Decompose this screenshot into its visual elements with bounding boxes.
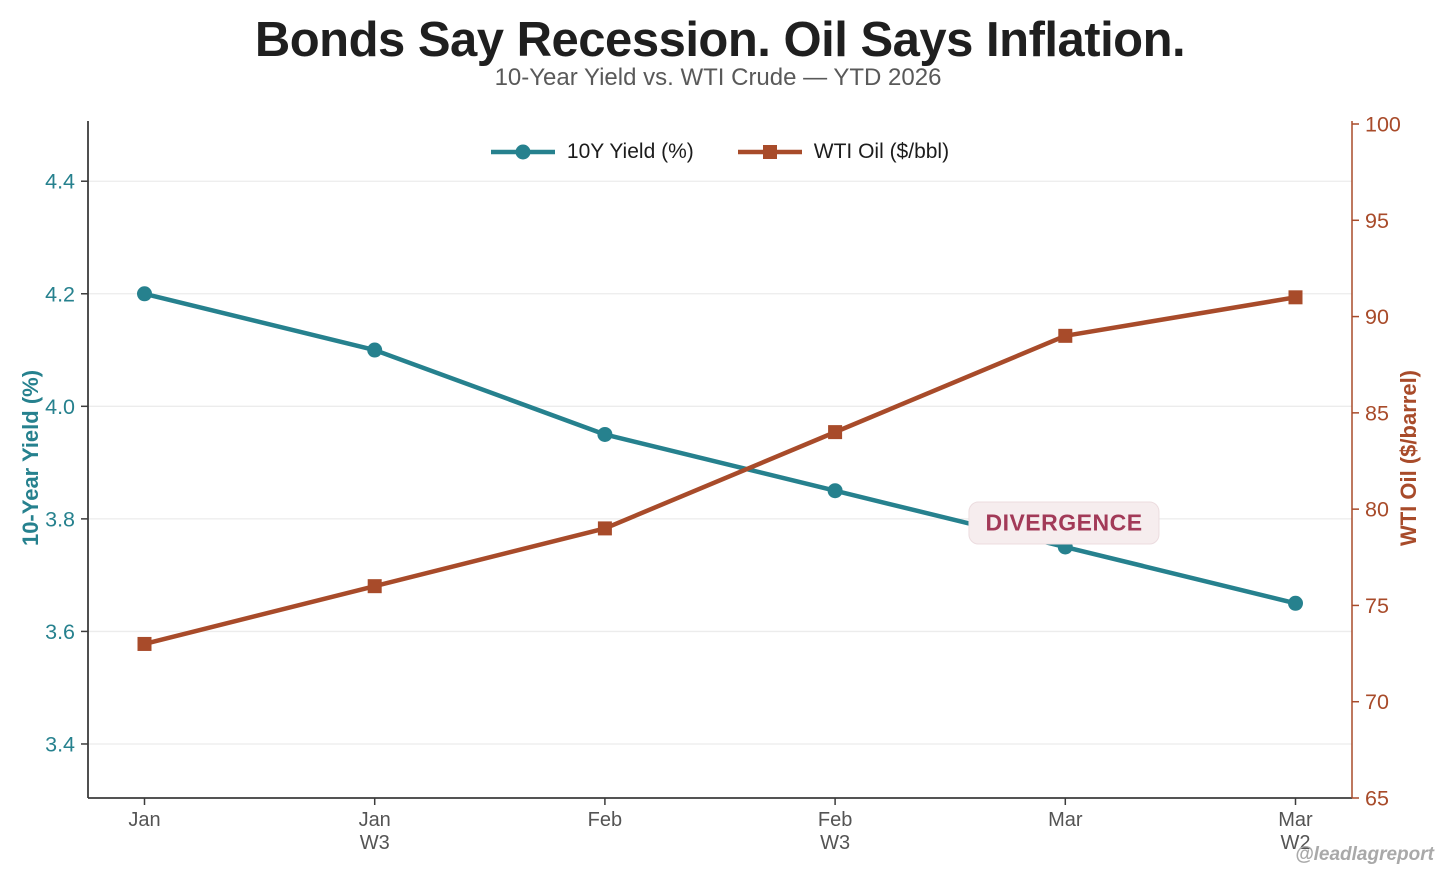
left-axis-ticks: 3.4 3.6 3.8 4.0 4.2 4.4 (45, 170, 88, 757)
x-axis-ticks: Jan Jan W3 Feb Feb W3 Mar Mar W2 (128, 798, 1313, 854)
right-tick-label: 95 (1365, 209, 1389, 233)
legend: 10Y Yield (%) WTI Oil ($/bbl) (88, 136, 1352, 168)
right-tick-label: 100 (1365, 113, 1401, 137)
left-tick-label: 4.4 (45, 170, 75, 194)
legend-label: WTI Oil ($/bbl) (813, 140, 950, 163)
legend-line-square-swatch (737, 145, 802, 159)
left-tick-label: 3.4 (45, 733, 75, 757)
line-wti-oil-bbl (142, 295, 1298, 647)
x-tick-label: Feb (588, 809, 622, 831)
legend-line-circle-swatch (490, 144, 555, 160)
chart-subtitle: 10-Year Yield vs. WTI Crude — YTD 2026 (494, 64, 942, 91)
left-axis-title: 10-Year Yield (%) (18, 369, 43, 547)
legend-item: 10Y Yield (%) (490, 140, 694, 164)
right-tick-label: 70 (1365, 690, 1389, 714)
x-tick-label: Jan W3 (359, 809, 391, 854)
data-point-wti-oil-bbl (367, 579, 382, 594)
x-tick-label: Jan (128, 809, 160, 831)
legend-item: WTI Oil ($/bbl) (737, 140, 950, 164)
left-tick-label: 3.6 (45, 620, 75, 644)
x-tick-label: Mar W2 (1278, 809, 1313, 854)
x-tick-label: Feb W3 (818, 809, 852, 854)
watermark: @leadlagreport (1295, 844, 1434, 865)
data-point-10y-yield (367, 342, 383, 358)
data-point-wti-oil-bbl (597, 521, 612, 536)
right-tick-label: 90 (1365, 305, 1389, 329)
right-tick-label: 65 (1365, 787, 1389, 811)
right-tick-label: 85 (1365, 401, 1389, 425)
left-tick-label: 4.0 (45, 395, 75, 419)
data-point-10y-yield (827, 483, 843, 499)
data-point-wti-oil-bbl (1288, 290, 1303, 305)
line-10y-yield (142, 291, 1298, 606)
left-tick-label: 3.8 (45, 507, 75, 531)
divergence-annotation: DIVERGENCE (968, 501, 1160, 545)
series-wti-oil-bbl (137, 290, 1303, 651)
data-point-wti-oil-bbl (137, 636, 152, 651)
data-point-10y-yield (597, 426, 613, 442)
data-point-wti-oil-bbl (828, 425, 843, 440)
square-marker-icon (762, 145, 777, 159)
right-axis-title: WTI Oil ($/barrel) (1396, 369, 1421, 547)
right-tick-label: 80 (1365, 498, 1389, 522)
right-axis-ticks: 65 70 75 80 85 90 95 100 (1352, 113, 1401, 811)
x-tick-label: Mar (1048, 809, 1083, 831)
circle-marker-icon (515, 144, 531, 160)
series-10y-yield (137, 286, 1303, 611)
legend-label: 10Y Yield (%) (566, 140, 694, 163)
data-point-wti-oil-bbl (1058, 328, 1073, 343)
data-point-10y-yield (137, 286, 152, 302)
chart-title: Bonds Say Recession. Oil Says Inflation. (254, 13, 1186, 67)
right-tick-label: 75 (1365, 594, 1389, 618)
left-tick-label: 4.2 (45, 282, 75, 306)
data-point-10y-yield (1288, 595, 1303, 611)
